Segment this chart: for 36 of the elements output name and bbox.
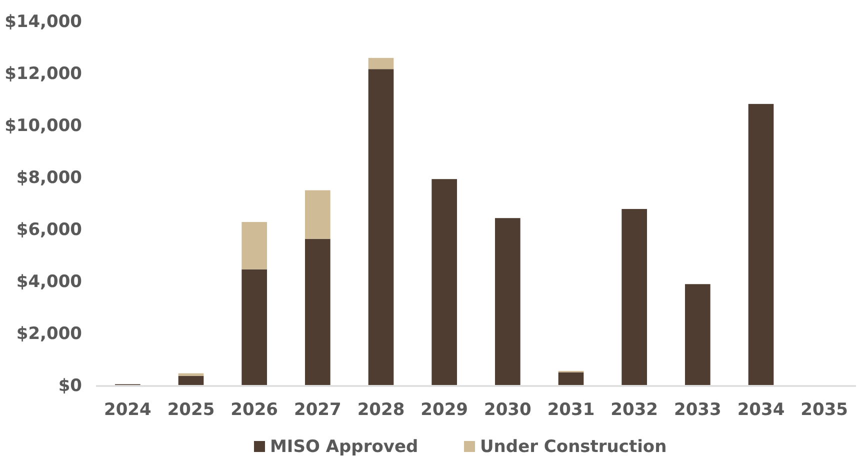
x-tick-label: 2028 bbox=[357, 400, 405, 420]
bar bbox=[748, 104, 774, 385]
y-tick-label: $2,000 bbox=[16, 324, 82, 344]
x-tick-label: 2025 bbox=[167, 400, 215, 420]
bar bbox=[622, 208, 647, 385]
legend-label: Under Construction bbox=[480, 437, 667, 457]
bar bbox=[305, 238, 330, 385]
bar bbox=[368, 69, 394, 385]
x-tick-label: 2033 bbox=[674, 400, 722, 420]
bar bbox=[305, 190, 330, 239]
bar bbox=[685, 284, 710, 385]
x-tick-label: 2026 bbox=[230, 400, 278, 420]
legend-label: MISO Approved bbox=[270, 437, 418, 457]
y-tick-label: $0 bbox=[58, 376, 82, 396]
bar bbox=[178, 373, 204, 376]
bar bbox=[242, 222, 267, 270]
y-tick-label: $8,000 bbox=[16, 168, 82, 188]
x-tick-label: 2024 bbox=[104, 400, 152, 420]
bar bbox=[368, 58, 394, 70]
y-tick-label: $4,000 bbox=[16, 272, 82, 292]
x-tick-label: 2035 bbox=[800, 400, 848, 420]
y-tick-label: $12,000 bbox=[4, 64, 82, 84]
y-tick-label: $6,000 bbox=[16, 220, 82, 240]
x-tick-label: 2027 bbox=[294, 400, 342, 420]
bar bbox=[178, 376, 204, 385]
x-tick-label: 2031 bbox=[547, 400, 595, 420]
x-tick-label: 2034 bbox=[737, 400, 785, 420]
bar bbox=[242, 269, 267, 385]
y-tick-label: $14,000 bbox=[4, 12, 82, 32]
bar bbox=[432, 179, 457, 385]
bar bbox=[558, 372, 584, 385]
x-tick-label: 2032 bbox=[610, 400, 658, 420]
bar bbox=[495, 218, 520, 385]
y-tick-label: $10,000 bbox=[4, 116, 82, 136]
x-tick-label: 2029 bbox=[420, 400, 468, 420]
x-tick-label: 2030 bbox=[484, 400, 532, 420]
